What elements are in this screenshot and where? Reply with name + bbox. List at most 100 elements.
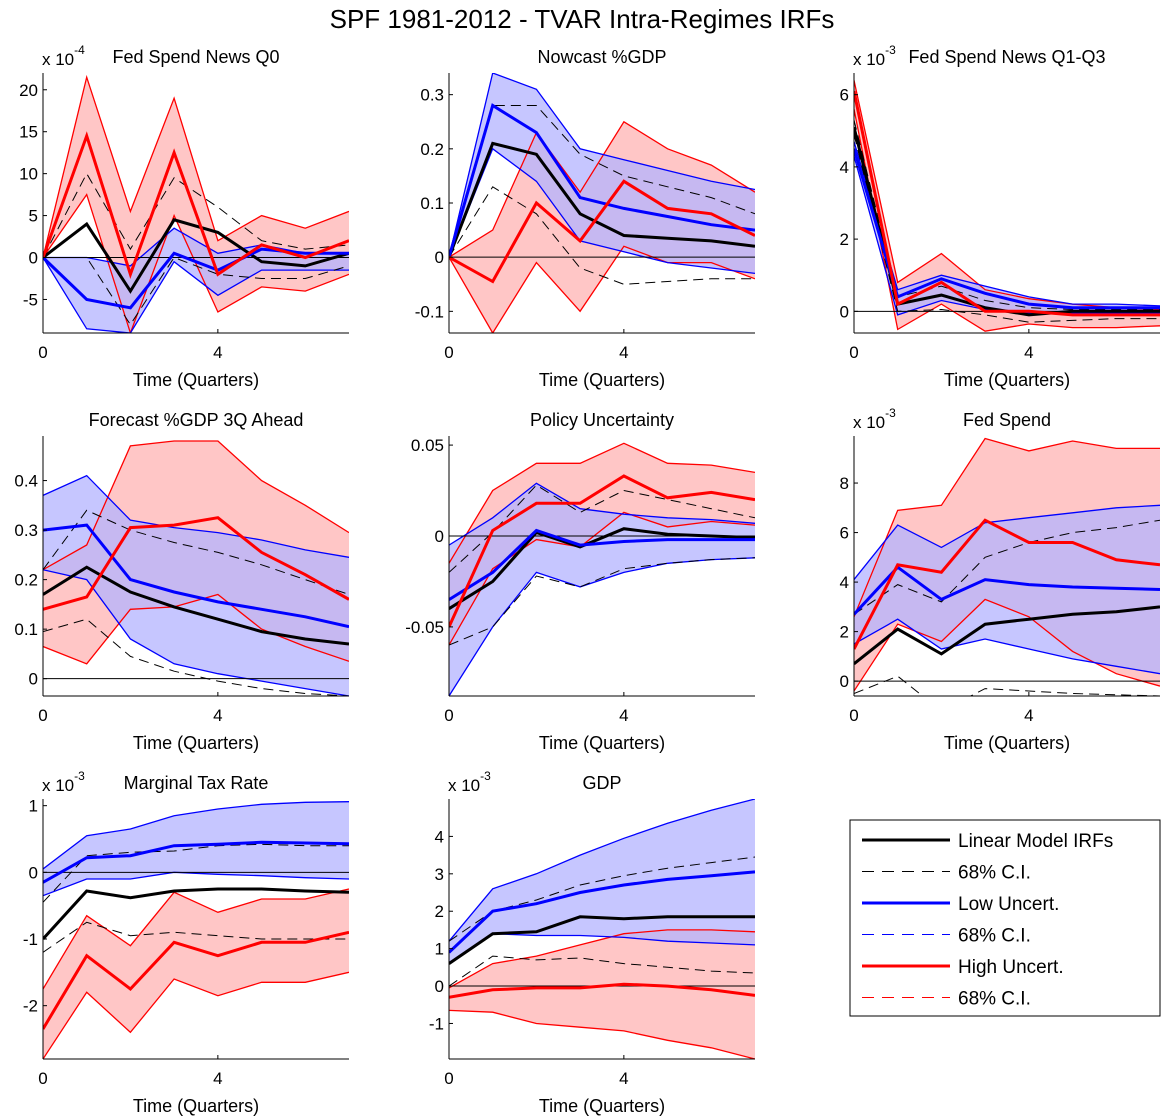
high-ci-line [449,1009,755,1059]
subplot-5: -0.05 0 0.05 0 4 Time (Quarters) Policy Uncert… [405,410,755,753]
linear-ci-line [449,955,755,987]
low-ci-line [449,482,755,546]
x-tick-label: 0 [38,706,47,725]
high-ci-line [43,971,349,1059]
linear-ci-line [854,134,1160,323]
axis-scale-label: x 10-4 [42,43,85,69]
x-tick-label: 4 [1024,706,1033,725]
y-tick-label: 2 [840,230,849,249]
series-group [43,440,349,696]
y-tick-label: 1 [29,797,38,816]
low-ci-line [43,474,349,558]
x-axis-label: Time (Quarters) [944,733,1070,753]
x-tick-label: 0 [849,706,858,725]
y-tick-label: 6 [840,86,849,105]
x-tick-label: 4 [213,1069,222,1088]
subplot-8: -1 0 1 2 3 4 0 4 Time (Quarters) GDP x 10-3 [429,769,755,1116]
subplot-4: 0 0.1 0.2 0.3 0.4 0 4 Time (Quarters) Forecast %… [14,410,349,753]
y-tick-label: 0.1 [420,194,444,213]
high-ci-line [43,193,349,333]
y-tick-label: 0.1 [14,620,38,639]
high-uncert-band [854,80,1160,332]
y-tick-label: -5 [23,290,38,309]
y-tick-label: 2 [435,902,444,921]
y-tick-label: 3 [435,865,444,884]
low-ci-line [854,504,1160,581]
linear-irf-line [449,915,755,965]
y-tick-label: 1 [435,940,444,959]
y-tick-label: 0 [29,249,38,268]
subplot-title: Policy Uncertainty [530,410,674,430]
y-tick-label: 6 [840,524,849,543]
subplot-title: Fed Spend News Q1-Q3 [908,47,1105,67]
y-tick-label: 5 [29,207,38,226]
y-tick-label: 0.2 [420,140,444,159]
subplot-7: -2 -1 0 1 0 4 Time (Quarters) Marginal Tax Rate… [23,769,349,1116]
x-tick-label: 4 [213,343,222,362]
linear-ci-line [854,519,1160,615]
low-ci-line [449,557,755,696]
y-tick-label: -1 [429,1014,444,1033]
low-ci-line [43,257,349,333]
legend-label: High Uncert. [958,957,1064,978]
linear-irf-line [449,527,755,610]
y-tick-label: 15 [19,123,38,142]
y-tick-label: 0 [435,248,444,267]
y-tick-label: 20 [19,81,38,100]
linear-ci-line [854,675,1160,696]
linear-ci-line [449,105,755,258]
x-tick-label: 4 [1024,343,1033,362]
linear-ci-line [43,172,349,258]
y-tick-label: 0.05 [411,436,444,455]
series-group [449,799,755,1059]
subplot-title: Fed Spend News Q0 [112,47,279,67]
linear-ci-line [43,256,349,326]
y-tick-label: 0 [840,302,849,321]
x-axis-label: Time (Quarters) [133,733,259,753]
linear-ci-line [43,618,349,696]
linear-ci-line [449,856,755,942]
x-axis-label: Time (Quarters) [133,370,259,390]
y-tick-label: 0.3 [14,521,38,540]
high-ci-line [449,120,755,258]
high-ci-line [43,593,349,665]
subplot-2: -0.1 0 0.1 0.2 0.3 0 4 Time (Quarters) Nowcast %… [415,47,755,390]
x-axis-label: Time (Quarters) [944,370,1070,390]
x-tick-label: 0 [849,343,858,362]
x-tick-label: 4 [619,706,628,725]
low-ci-line [43,871,349,897]
series-group [449,442,755,696]
legend-label: 68% C.I. [958,989,1031,1010]
low-ci-line [854,141,1160,307]
y-tick-label: 10 [19,165,38,184]
x-tick-label: 0 [38,1069,47,1088]
linear-ci-line [449,186,755,285]
series-group [43,74,349,333]
legend-box [849,819,1161,1017]
x-tick-label: 4 [619,1069,628,1088]
x-tick-label: 0 [444,1069,453,1088]
low-ci-line [854,618,1160,675]
low-uncert-line [449,870,755,954]
low-uncert-line [449,103,755,258]
y-tick-label: -2 [23,997,38,1016]
low-ci-line [449,147,755,275]
y-tick-label: 8 [840,474,849,493]
subplot-title: Marginal Tax Rate [124,773,269,793]
y-tick-label: 0.4 [14,472,38,491]
axis-scale-label: x 10-3 [42,769,85,795]
high-uncert-line [43,516,349,611]
high-ci-line [43,74,349,258]
high-uncert-line [449,982,755,999]
subplot-title: Forecast %GDP 3Q Ahead [89,410,304,430]
x-axis-label: Time (Quarters) [539,1096,665,1116]
low-ci-line [449,73,755,258]
low-uncert-line [854,565,1160,616]
linear-irf-line [43,887,349,941]
axis-scale-label: x 10-3 [448,769,491,795]
high-uncert-line [43,131,349,279]
subplot-title: Nowcast %GDP [537,47,666,67]
low-ci-line [43,569,349,696]
series-group [854,80,1160,332]
